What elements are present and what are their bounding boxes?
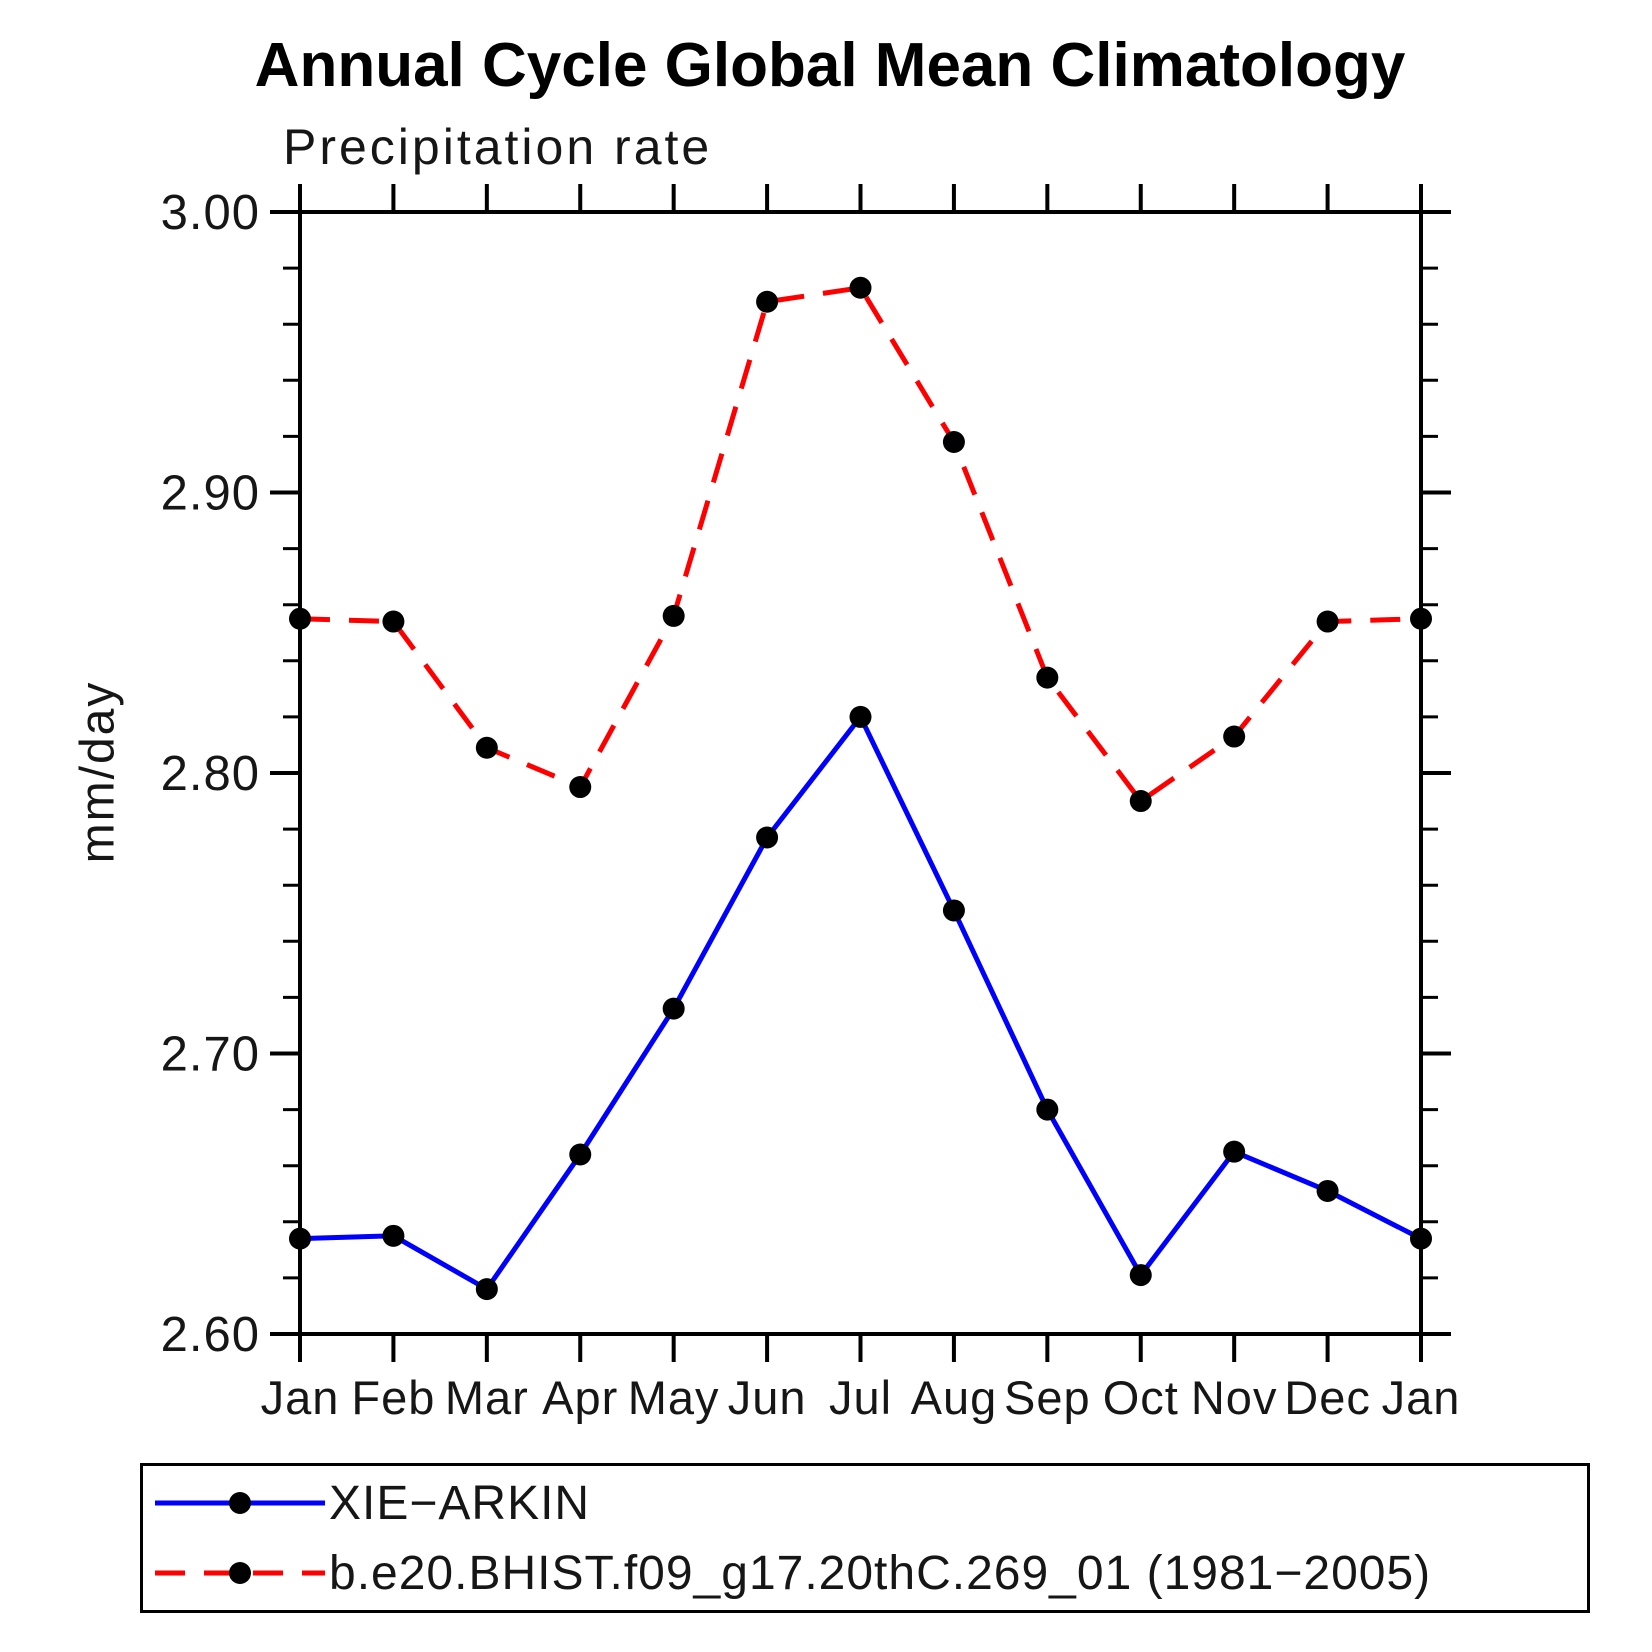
x-tick-label: Jan <box>1382 1371 1461 1424</box>
series-0-marker <box>1410 1227 1432 1250</box>
legend-label-obs: XIE−ARKIN <box>329 1476 591 1530</box>
series-0-marker <box>849 705 872 728</box>
series-0-marker <box>289 1227 311 1250</box>
legend-row-model: b.e20.BHIST.f09_g17.20thC.269_01 (1981−2… <box>151 1538 1587 1608</box>
y-tick-label: 2.90 <box>161 467 260 521</box>
series-0-marker <box>756 826 779 849</box>
y-tick-label: 3.00 <box>161 186 260 240</box>
x-tick-label: Jul <box>829 1371 892 1424</box>
legend-label-model: b.e20.BHIST.f09_g17.20thC.269_01 (1981−2… <box>329 1546 1432 1600</box>
series-line-0 <box>299 712 1423 1293</box>
x-tick-label: Sep <box>1004 1371 1091 1424</box>
series-1-marker <box>1223 725 1246 748</box>
series-1-marker <box>1316 610 1339 633</box>
series-1-marker <box>289 607 311 630</box>
x-tick-label: Apr <box>542 1371 618 1424</box>
x-tick-label: Dec <box>1284 1371 1371 1424</box>
series-1-marker <box>569 776 592 799</box>
x-tick-label: Mar <box>445 1371 529 1424</box>
legend-row-obs: XIE−ARKIN <box>151 1468 1587 1538</box>
x-tick-label: Aug <box>911 1371 998 1424</box>
series-1-marker <box>1129 790 1152 813</box>
x-tick-label: Jan <box>261 1371 340 1424</box>
x-tick-label: Oct <box>1103 1371 1179 1424</box>
series-1-marker <box>662 604 685 627</box>
series-0-marker <box>942 899 965 922</box>
series-0-marker <box>1036 1098 1059 1121</box>
x-tick-label: Feb <box>351 1371 435 1424</box>
legend-line-sample-model <box>155 1562 325 1584</box>
series-0-marker <box>1316 1179 1339 1202</box>
series-0-marker <box>662 997 685 1020</box>
series-1-marker <box>1036 666 1059 689</box>
series-1-marker <box>756 290 779 313</box>
legend-line-sample-obs <box>155 1492 325 1514</box>
series-0-marker <box>382 1224 405 1247</box>
plot-frame <box>298 210 1423 1336</box>
series-0-marker <box>569 1143 592 1166</box>
series-1-marker <box>1410 607 1432 630</box>
x-tick-label: May <box>628 1371 720 1424</box>
chart-title: Annual Cycle Global Mean Climatology <box>254 31 1406 100</box>
legend: XIE−ARKIN b.e20.BHIST.f09_g17.20thC.269_… <box>140 1463 1590 1613</box>
chart-subtitle: Precipitation rate <box>283 119 713 175</box>
series-0-marker <box>1223 1140 1246 1163</box>
y-tick-label: 2.60 <box>161 1308 260 1362</box>
series-1-marker <box>475 736 498 759</box>
series-1-marker <box>849 276 872 299</box>
series-1-marker <box>942 431 965 454</box>
y-tick-label: 2.80 <box>161 747 260 801</box>
series-0-marker <box>1129 1264 1152 1287</box>
x-tick-label: Jun <box>728 1371 807 1424</box>
series-1-marker <box>382 610 405 633</box>
y-tick-label: 2.70 <box>161 1028 260 1082</box>
series-0-marker <box>475 1278 498 1301</box>
x-tick-label: Nov <box>1191 1371 1278 1424</box>
